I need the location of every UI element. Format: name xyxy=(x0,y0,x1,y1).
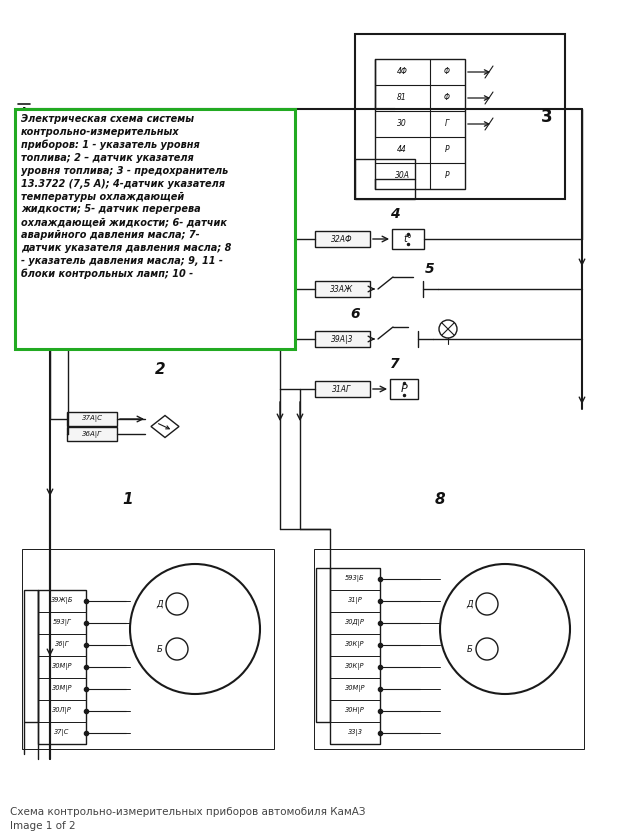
Text: I: I xyxy=(22,106,26,118)
Text: 6: 6 xyxy=(350,307,360,321)
Bar xyxy=(315,231,370,247)
Bar xyxy=(330,568,380,744)
Bar xyxy=(38,590,86,612)
Bar xyxy=(38,634,86,656)
Text: Г: Г xyxy=(445,119,449,128)
Bar xyxy=(355,159,415,199)
Bar xyxy=(315,381,370,397)
Bar xyxy=(330,568,380,590)
Text: 30К|Р: 30К|Р xyxy=(345,642,364,649)
Text: 32АФ: 32АФ xyxy=(331,234,353,243)
Text: Р: Р xyxy=(444,171,450,180)
Bar xyxy=(330,678,380,700)
Text: Φ: Φ xyxy=(444,93,450,102)
Bar xyxy=(38,656,86,678)
Text: 31|Р: 31|Р xyxy=(347,597,363,605)
Bar xyxy=(315,331,370,347)
Text: 8: 8 xyxy=(435,492,445,507)
Text: 31АГ: 31АГ xyxy=(332,384,352,393)
Text: 30М|Р: 30М|Р xyxy=(51,685,72,692)
Circle shape xyxy=(440,564,570,694)
Bar xyxy=(22,549,274,749)
Text: 30: 30 xyxy=(397,119,407,128)
Text: Б: Б xyxy=(157,644,163,654)
Text: Д: Д xyxy=(467,600,473,608)
Text: Схема контрольно-измерительных приборов автомобиля КамАЗ: Схема контрольно-измерительных приборов … xyxy=(10,807,365,817)
Circle shape xyxy=(130,564,260,694)
Text: Б: Б xyxy=(467,644,473,654)
Bar xyxy=(330,656,380,678)
Text: Р: Р xyxy=(401,384,408,394)
Bar xyxy=(38,590,86,744)
Text: 7: 7 xyxy=(390,357,400,371)
Bar xyxy=(314,549,584,749)
Bar xyxy=(330,722,380,744)
FancyBboxPatch shape xyxy=(15,109,295,349)
Text: 30М|Р: 30М|Р xyxy=(51,664,72,670)
Text: 5: 5 xyxy=(425,262,435,276)
Bar xyxy=(355,34,565,199)
Bar xyxy=(67,427,117,441)
Bar xyxy=(390,379,418,399)
Text: 4: 4 xyxy=(390,207,400,221)
Text: 30Д|Р: 30Д|Р xyxy=(345,619,365,627)
Text: 30Л|Р: 30Л|Р xyxy=(52,707,72,715)
Bar xyxy=(330,634,380,656)
Bar xyxy=(315,281,370,297)
Text: 39А|3: 39А|3 xyxy=(331,335,353,343)
Text: 2: 2 xyxy=(155,362,165,377)
Text: 593|Б: 593|Б xyxy=(345,576,364,582)
Text: 4Φ: 4Φ xyxy=(397,67,408,76)
Text: 37|С: 37|С xyxy=(55,729,70,737)
Text: 1: 1 xyxy=(123,492,133,507)
Text: 39Ж|Б: 39Ж|Б xyxy=(51,597,73,605)
Text: Image 1 of 2: Image 1 of 2 xyxy=(10,821,76,831)
Bar xyxy=(330,590,380,612)
Bar xyxy=(316,568,330,722)
Text: Электрическая схема системы
контрольно-измерительных
приборов: 1 - указатель уро: Электрическая схема системы контрольно-и… xyxy=(21,114,231,279)
Bar xyxy=(38,700,86,722)
Bar xyxy=(38,722,86,744)
Text: t°: t° xyxy=(404,234,412,244)
Text: Φ: Φ xyxy=(444,67,450,76)
Text: 593|Г: 593|Г xyxy=(53,619,71,627)
Text: 30Н|Р: 30Н|Р xyxy=(345,707,365,715)
Text: 81: 81 xyxy=(397,93,407,102)
Bar xyxy=(24,590,38,722)
Text: 33АЖ: 33АЖ xyxy=(330,284,354,294)
Text: 37А|С: 37А|С xyxy=(81,415,102,423)
Bar xyxy=(67,412,117,426)
Text: 3: 3 xyxy=(541,107,553,126)
Text: 33|3: 33|3 xyxy=(347,729,363,737)
Text: 36|Г: 36|Г xyxy=(55,642,69,649)
Text: 30М|Р: 30М|Р xyxy=(345,685,365,692)
Bar xyxy=(38,612,86,634)
Text: Р: Р xyxy=(444,145,450,154)
Text: Д: Д xyxy=(157,600,163,608)
Bar xyxy=(330,700,380,722)
Bar xyxy=(38,678,86,700)
Text: 30А: 30А xyxy=(394,171,410,180)
Bar xyxy=(392,229,424,249)
Bar xyxy=(330,612,380,634)
Text: 36А|Г: 36А|Г xyxy=(82,430,102,437)
Bar xyxy=(375,59,465,189)
Text: 30К|Р: 30К|Р xyxy=(345,664,364,670)
Text: 44: 44 xyxy=(397,145,407,154)
